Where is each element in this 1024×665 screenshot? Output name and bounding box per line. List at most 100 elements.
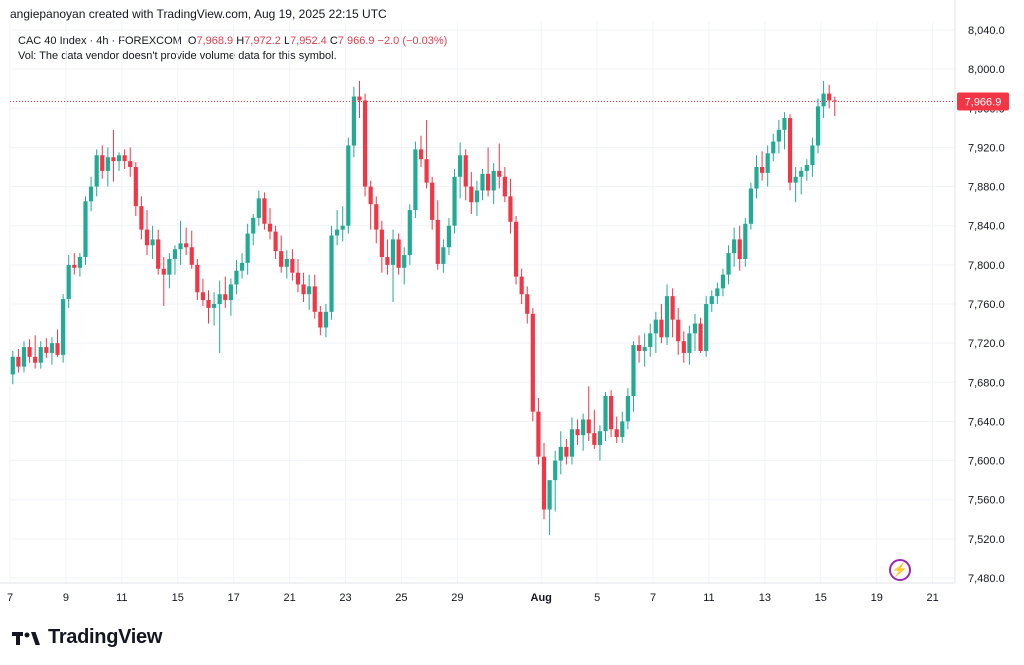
time-tick-label: 15 (815, 592, 827, 604)
candle-body (676, 319, 681, 342)
candle-body (83, 201, 88, 258)
candle-body (458, 155, 463, 177)
candle-body (513, 221, 519, 277)
time-tick-label: 5 (594, 592, 600, 604)
candle-body (659, 319, 664, 338)
candle-body (715, 288, 720, 297)
candle-body (122, 155, 127, 162)
candle-body (44, 347, 49, 353)
time-tick-label: 21 (283, 592, 295, 604)
price-tick-label: 7,520.0 (968, 534, 1005, 546)
candle-body (782, 118, 787, 130)
candle-body (66, 264, 71, 300)
ohlc-low-value: 7,952.4 (290, 35, 327, 47)
candle-body (653, 319, 658, 334)
price-axis[interactable]: 8,040.08,000.07,960.07,920.07,880.07,840… (954, 0, 1005, 585)
candle-body (424, 159, 429, 183)
candle-body (374, 204, 379, 230)
candle-body (832, 100, 837, 102)
candle-body (323, 311, 329, 328)
candlestick-chart[interactable]: 8,040.08,000.07,960.07,920.07,880.07,840… (0, 0, 1024, 610)
candle-body (10, 356, 15, 375)
candle-body (21, 347, 27, 367)
time-tick-label: 15 (172, 592, 184, 604)
lightning-icon[interactable]: ⚡ (889, 559, 911, 581)
candle-body (754, 167, 759, 189)
candle-body (603, 395, 608, 432)
candle-body (178, 243, 183, 250)
candle-body (290, 258, 295, 273)
candle-body (156, 239, 161, 269)
candle-body (195, 264, 200, 293)
candle-body (144, 229, 150, 246)
candle-body (301, 284, 306, 295)
candle-body (312, 286, 317, 312)
candle-body (553, 460, 558, 481)
candle-body (519, 276, 524, 295)
candle-body (256, 198, 261, 218)
candle-body (564, 446, 569, 457)
candle-body (251, 217, 256, 234)
time-tick-label: 25 (395, 592, 407, 604)
candle-body (430, 182, 435, 220)
candle-body (379, 229, 384, 258)
tradingview-logo[interactable]: TradingView (12, 626, 162, 649)
candle-body (771, 141, 776, 154)
candle-body (16, 356, 21, 367)
tradingview-logo-icon (12, 631, 40, 645)
candle-body (413, 149, 418, 211)
ohlc-high-label: H (236, 35, 245, 47)
candle-body (245, 233, 250, 263)
candle-body (642, 347, 647, 351)
candle-body (804, 165, 809, 171)
ohlc-open-value: 7,968.9 (196, 35, 234, 47)
candle-body (385, 257, 390, 265)
candle-body (418, 149, 424, 160)
candle-body (279, 251, 284, 267)
time-tick-label: 17 (228, 592, 240, 604)
candle-body (33, 356, 38, 363)
candle-body (827, 93, 832, 101)
candle-body (497, 170, 502, 177)
brand-name: TradingView (48, 626, 163, 648)
candle-body (793, 176, 798, 183)
candle-body (368, 186, 373, 205)
candle-body (307, 286, 312, 295)
symbol-title[interactable]: CAC 40 Index · 4h · FOREXCOM (18, 35, 182, 47)
candle-body (295, 272, 301, 285)
ohlc-close-value: 7,966.9 (337, 35, 375, 47)
candle-body (776, 129, 781, 142)
candle-body (407, 210, 412, 256)
candle-body (49, 343, 55, 353)
last-price-badge (957, 92, 1009, 111)
time-tick-label: Aug (531, 592, 552, 604)
candle-body (664, 296, 670, 338)
candle-body (55, 343, 60, 355)
candle-body (72, 264, 77, 268)
candle-body (128, 161, 133, 167)
candle-body (446, 225, 452, 248)
candle-body (139, 206, 144, 230)
price-change: −2.0 (−0.03%) (377, 35, 448, 47)
candle-body (726, 253, 731, 275)
candle-body (759, 167, 765, 173)
time-axis[interactable]: 7 9 11 15 17 21 23 25 29 Aug 5 7 11 13 15 19 21 (0, 582, 955, 604)
chart-credit: angiepanoyan created with TradingView.co… (10, 7, 387, 21)
candle-body (234, 270, 239, 285)
candle-body (273, 231, 278, 252)
price-tick-label: 7,480.0 (968, 573, 1005, 585)
candle-body (217, 294, 222, 304)
time-tick-label: 21 (927, 592, 939, 604)
candle-body (362, 100, 368, 187)
candle-body (625, 395, 630, 422)
candle-body (737, 239, 742, 259)
candle-body (223, 294, 228, 301)
candle-body (597, 431, 603, 445)
price-tick-label: 7,920.0 (968, 142, 1005, 154)
time-tick-label: 13 (759, 592, 771, 604)
candle-body (485, 173, 491, 191)
candle-body (452, 176, 457, 226)
candle-body (609, 395, 614, 430)
candle-body (799, 170, 804, 177)
candle-body (402, 255, 407, 268)
